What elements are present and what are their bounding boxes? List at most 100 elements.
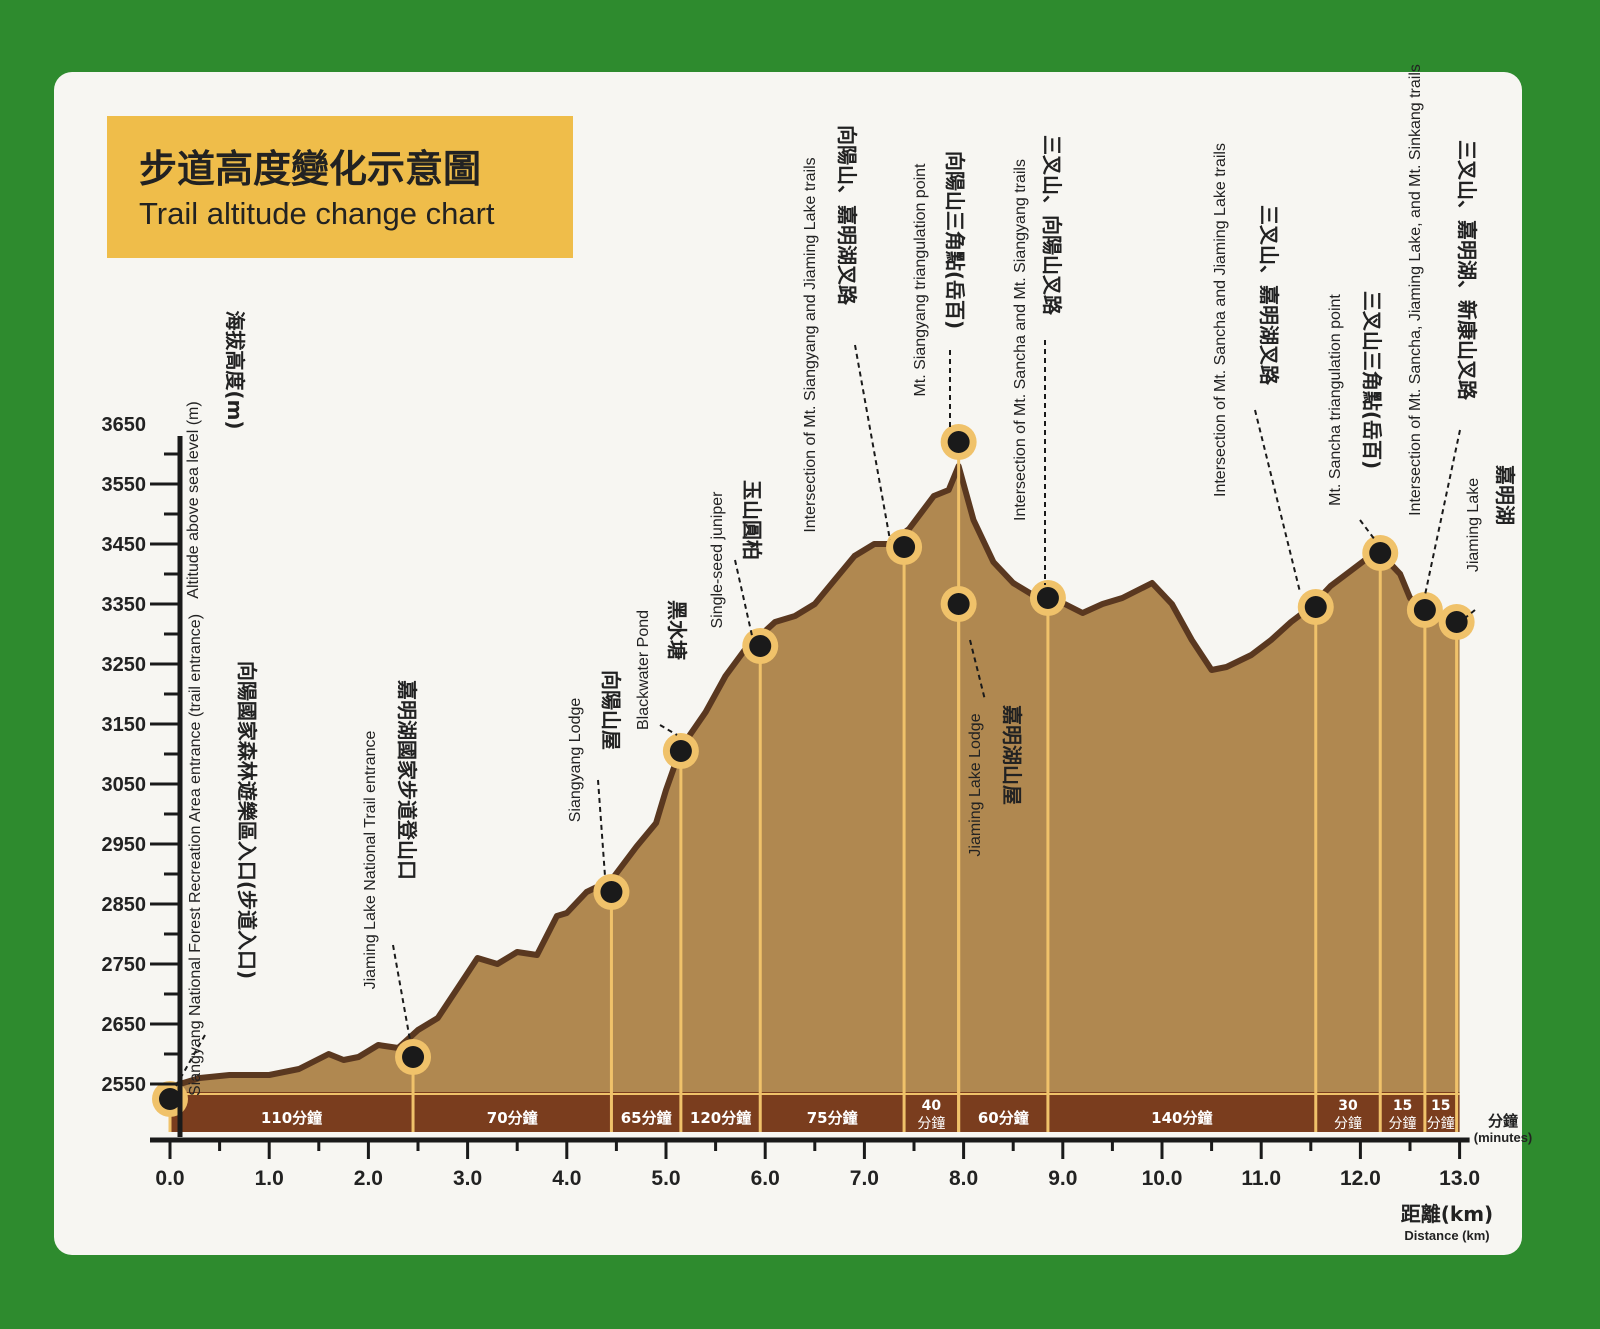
y-tick-label: 2950 <box>102 834 147 856</box>
trail-point-marker <box>1413 599 1436 621</box>
time-segment-label: 分鐘 <box>1389 1115 1417 1132</box>
trail-point-marker <box>947 593 970 615</box>
point-leader-line <box>392 944 411 1041</box>
point-label-cn: 嘉明湖 <box>1493 464 1517 525</box>
trail-point-marker <box>1369 542 1392 564</box>
time-segment-label: 分鐘 <box>1427 1115 1455 1132</box>
point-leader-line <box>597 779 606 877</box>
point-leader-line <box>969 639 986 701</box>
point-label-en: Intersection of Mt. Siangyang and Jiamin… <box>802 157 819 532</box>
y-tick-label: 2650 <box>102 1014 147 1036</box>
point-label-en: Blackwater Pond <box>635 610 652 730</box>
y-tick-label: 2550 <box>102 1074 147 1096</box>
point-label-cn: 三叉山、嘉明湖、新康山叉路 <box>1455 140 1479 401</box>
trail-point-marker <box>893 536 916 558</box>
x-tick-label: 1.0 <box>255 1167 284 1190</box>
time-segment-label: 60分鐘 <box>978 1109 1029 1127</box>
chart-title-cn: 步道高度變化示意圖 <box>139 147 482 191</box>
point-leader-line <box>734 559 754 641</box>
point-leader-line <box>854 344 891 541</box>
x-tick-label: 10.0 <box>1142 1167 1183 1190</box>
x-axis-label-en: Distance (km) <box>1404 1228 1489 1243</box>
x-tick-label: 2.0 <box>354 1167 383 1190</box>
point-label-en: Jiaming Lake National Trail entrance <box>362 731 379 990</box>
trail-point-marker <box>749 635 772 657</box>
time-segment-label: 分鐘 <box>1334 1115 1362 1132</box>
x-tick-label: 12.0 <box>1340 1167 1381 1190</box>
point-label-en: Mt. Sancha triangulation point <box>1327 294 1344 506</box>
time-segment-label: 30 <box>1338 1098 1358 1114</box>
x-tick-label: 8.0 <box>949 1167 978 1190</box>
time-unit-label: (minutes) <box>1474 1130 1533 1145</box>
point-label-cn: 三叉山、向陽山叉路 <box>1040 135 1064 316</box>
time-segment-label: 120分鐘 <box>690 1109 751 1127</box>
point-leader-line <box>1464 609 1476 619</box>
point-label-cn: 向陽山、嘉明湖叉路 <box>835 125 859 306</box>
time-segment-label: 15 <box>1393 1098 1412 1114</box>
y-tick-label: 3550 <box>102 474 147 496</box>
y-axis-label-en: Altitude above sea level (m) <box>185 401 202 598</box>
altitude-outline <box>169 463 1462 1090</box>
time-segment-label: 分鐘 <box>917 1115 945 1132</box>
x-tick-label: 0.0 <box>155 1167 184 1190</box>
time-segment-label: 65分鐘 <box>621 1109 672 1127</box>
time-segment-label: 15 <box>1431 1098 1450 1114</box>
point-label-en: Jiaming Lake <box>1465 478 1482 572</box>
y-tick-label: 3350 <box>102 594 147 616</box>
point-label-en: Intersection of Mt. Sancha and Jiaming L… <box>1212 143 1229 497</box>
y-tick-label: 2750 <box>102 954 147 976</box>
time-segment-label: 40 <box>922 1098 942 1114</box>
point-label-cn: 向陽國家森林遊樂區入口(步道入口) <box>235 661 259 979</box>
x-tick-label: 7.0 <box>850 1167 879 1190</box>
x-tick-label: 3.0 <box>453 1167 482 1190</box>
chart-title-en: Trail altitude change chart <box>139 196 495 231</box>
trail-point-marker <box>1304 596 1327 618</box>
time-segment-label: 70分鐘 <box>487 1109 538 1127</box>
x-tick-label: 5.0 <box>651 1167 680 1190</box>
point-leader-line <box>1424 429 1461 596</box>
title-box: 步道高度變化示意圖 Trail altitude change chart <box>107 116 573 258</box>
altitude-area <box>170 466 1460 1092</box>
point-label-cn: 玉山圓柏 <box>740 480 764 560</box>
x-axis-label-cn: 距離(km) <box>1401 1202 1493 1226</box>
point-label-en: Intersection of Mt. Sancha and Mt. Siang… <box>1012 159 1029 521</box>
y-tick-label: 3150 <box>102 714 147 736</box>
point-label-en: Jiaming Lake Lodge <box>967 713 984 856</box>
trail-point-marker <box>1036 587 1059 609</box>
time-segment-label: 140分鐘 <box>1151 1109 1212 1127</box>
trail-point-marker <box>600 881 623 903</box>
point-label-cn: 向陽山屋 <box>599 670 623 750</box>
x-tick-label: 9.0 <box>1048 1167 1077 1190</box>
time-segment-label: 75分鐘 <box>807 1109 858 1127</box>
point-label-en: Siangyang National Forest Recreation Are… <box>187 614 204 1096</box>
point-label-en: Single-seed juniper <box>709 491 726 629</box>
time-segment-label: 110分鐘 <box>261 1109 322 1127</box>
trail-point-marker <box>1445 611 1468 633</box>
point-leader-line <box>659 724 678 736</box>
y-tick-label: 3450 <box>102 534 147 556</box>
trail-point-marker <box>669 740 692 762</box>
point-label-en: Intersection of Mt. Sancha, Jiaming Lake… <box>1407 64 1424 516</box>
trail-point-marker <box>402 1046 425 1068</box>
y-tick-label: 3650 <box>102 414 147 436</box>
y-axis-label-cn: 海拔高度(m) <box>223 310 247 429</box>
point-leader-line <box>175 1034 206 1087</box>
point-label-en: Siangyang Lodge <box>567 698 584 823</box>
point-label-en: Mt. Siangyang triangulation point <box>912 163 929 397</box>
point-label-cn: 三叉山、嘉明湖叉路 <box>1257 205 1281 386</box>
point-label-cn: 黑水塘 <box>665 600 689 660</box>
x-tick-label: 11.0 <box>1241 1167 1281 1190</box>
point-label-cn: 嘉明湖山屋 <box>1000 704 1024 805</box>
y-tick-label: 2850 <box>102 894 147 916</box>
point-label-cn: 嘉明湖國家步道登山口 <box>395 679 419 880</box>
trail-point-marker <box>159 1088 181 1110</box>
x-tick-label: 13.0 <box>1439 1167 1480 1190</box>
point-label-cn: 向陽山三角點(岳百) <box>943 151 967 329</box>
x-tick-label: 6.0 <box>751 1167 780 1190</box>
trail-point-marker <box>947 431 970 453</box>
point-label-cn: 三叉山三角點(岳百) <box>1360 291 1384 469</box>
point-leader-line <box>1254 409 1301 593</box>
y-tick-label: 3050 <box>102 774 147 796</box>
time-unit-label: 分鐘 <box>1488 1112 1518 1130</box>
